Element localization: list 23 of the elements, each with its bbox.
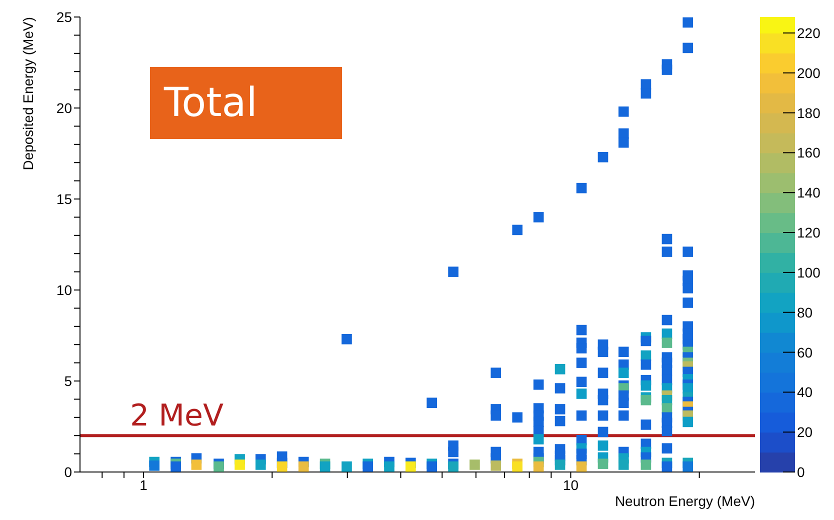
color-bar-label: 80	[797, 304, 813, 320]
y-axis-title: Deposited Energy (MeV)	[20, 17, 36, 170]
color-bar-label: 100	[797, 264, 821, 280]
color-bar-label: 140	[797, 184, 821, 201]
y-tick-label: 20	[56, 100, 72, 116]
color-bar-label: 20	[797, 424, 813, 440]
ref-line-label: 2 MeV	[130, 398, 224, 434]
y-tick-label: 25	[56, 8, 72, 25]
y-tick-label: 10	[56, 282, 72, 298]
color-bar-label: 40	[797, 384, 813, 400]
annotation: Total	[150, 67, 342, 139]
x-tick-label: 1	[140, 476, 148, 493]
color-bar-label: 60	[797, 344, 813, 360]
color-bar-label: 160	[797, 144, 821, 161]
color-bar-label: 180	[797, 104, 821, 121]
y-tick-label: 15	[56, 190, 72, 207]
color-bar-label: 200	[797, 64, 821, 81]
color-bar-label: 220	[797, 24, 821, 41]
y-tick-label: 0	[64, 464, 72, 480]
y-tick-label: 5	[64, 372, 72, 389]
color-bar-label: 120	[797, 224, 821, 241]
color-bar-label: 0	[797, 464, 805, 480]
x-axis-title: Neutron Energy (MeV)	[614, 493, 755, 509]
